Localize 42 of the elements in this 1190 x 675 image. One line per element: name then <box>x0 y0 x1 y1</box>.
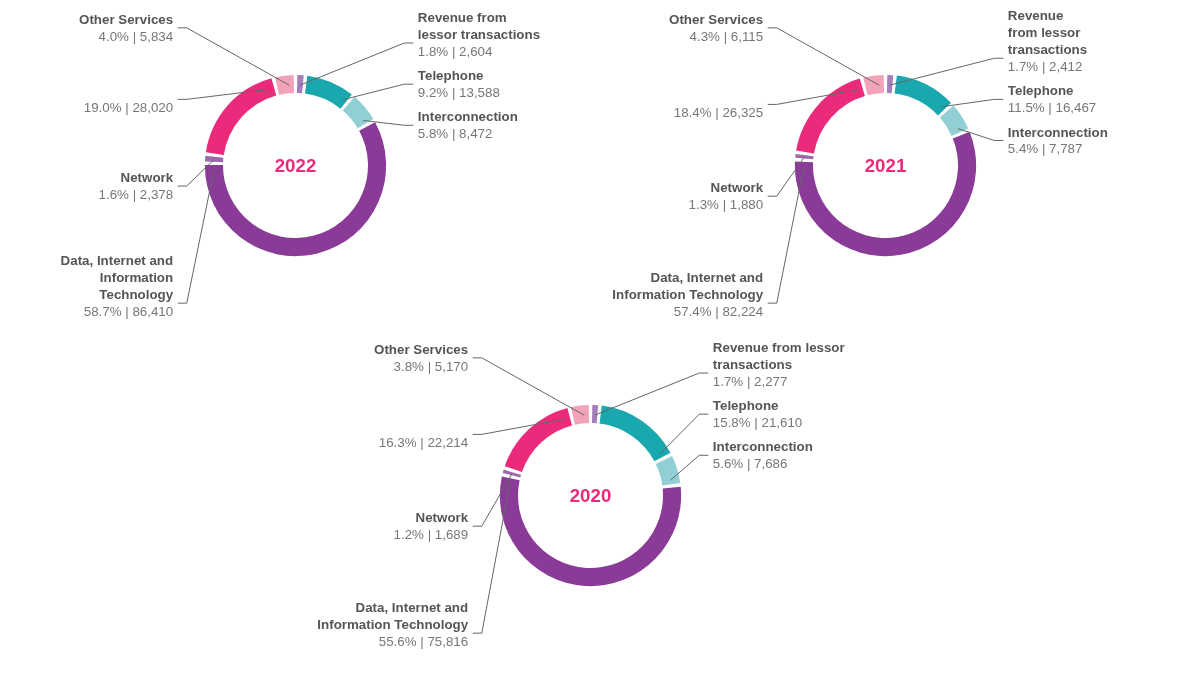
slice-label: Other Services <box>79 11 174 27</box>
slice-label: Revenue from lessor transactions <box>712 339 845 373</box>
data-label: 1.8% | 2,604 <box>417 43 494 59</box>
data-label: 3.8% | 5,170 <box>393 358 469 374</box>
data-label: 4.0% | 5,834 <box>98 28 174 44</box>
data-label: 1.7% | 2,277 <box>712 373 788 389</box>
slice-label: Telephone <box>1007 83 1074 99</box>
data-label: 1.2% | 1,689 <box>393 527 469 543</box>
slice-label: Telephone <box>712 398 779 414</box>
slice-label: Network <box>710 180 764 196</box>
data-label: 18.4% | 26,325 <box>673 105 764 121</box>
data-label: 19.0% | 28,020 <box>83 100 174 116</box>
slice-label: Revenue from lessor transactions <box>417 9 541 43</box>
slice-label: Data, Internet and Information Technology <box>612 270 764 303</box>
slice-label: Interconnection <box>417 109 518 125</box>
slice-label: Other Services <box>669 11 764 27</box>
data-label: 4.3% | 6,115 <box>689 28 764 44</box>
text: 2022 <box>274 155 317 176</box>
slice-label: Interconnection <box>712 439 813 455</box>
data-label: 1.6% | 2,378 <box>98 186 174 202</box>
slice-label: Revenue from lessor transactions <box>1007 7 1088 58</box>
data-label: 55.6% | 75,816 <box>378 634 469 650</box>
slice-label: Telephone <box>417 68 484 84</box>
slice-label: Interconnection <box>1007 124 1108 140</box>
slice-label: Data, Internet and Information Technology <box>317 600 469 633</box>
text: 2021 <box>864 155 907 176</box>
data-label: 58.7% | 86,410 <box>83 304 174 320</box>
data-label: 9.2% | 13,588 <box>417 85 500 101</box>
data-label: 15.8% | 21,610 <box>712 415 803 431</box>
data-label: 1.3% | 1,880 <box>688 197 764 213</box>
slice-label: Network <box>415 510 469 526</box>
data-label: 1.7% | 2,412 <box>1007 59 1083 75</box>
data-label: 11.5% | 16,467 <box>1007 100 1097 116</box>
data-label: 5.4% | 7,787 <box>1007 141 1083 157</box>
text: 2020 <box>569 485 612 506</box>
slice-label: Data, Internet and Information Technology <box>60 252 174 303</box>
slice-label: Network <box>120 170 174 186</box>
data-label: 16.3% | 22,214 <box>378 435 469 451</box>
data-label: 57.4% | 82,224 <box>673 304 764 320</box>
data-label: 5.8% | 8,472 <box>417 126 493 142</box>
slice-label: Other Services <box>374 341 469 357</box>
data-label: 5.6% | 7,686 <box>712 456 788 472</box>
